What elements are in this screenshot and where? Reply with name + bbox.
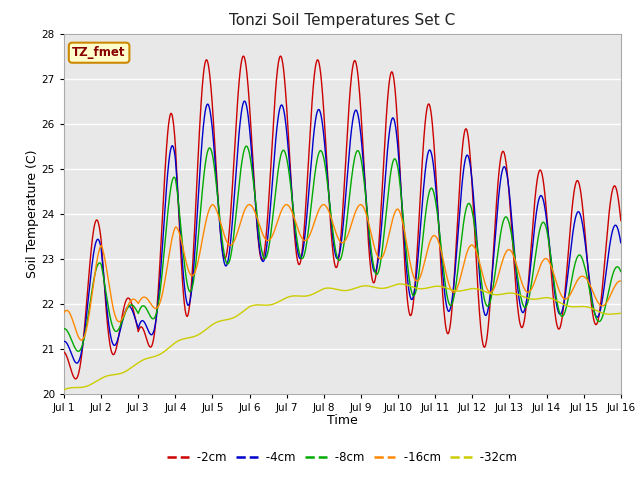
Y-axis label: Soil Temperature (C): Soil Temperature (C): [26, 149, 39, 278]
Legend:  -2cm,  -4cm,  -8cm,  -16cm,  -32cm: -2cm, -4cm, -8cm, -16cm, -32cm: [163, 446, 522, 469]
Text: TZ_fmet: TZ_fmet: [72, 46, 126, 59]
Title: Tonzi Soil Temperatures Set C: Tonzi Soil Temperatures Set C: [229, 13, 456, 28]
X-axis label: Time: Time: [327, 414, 358, 427]
